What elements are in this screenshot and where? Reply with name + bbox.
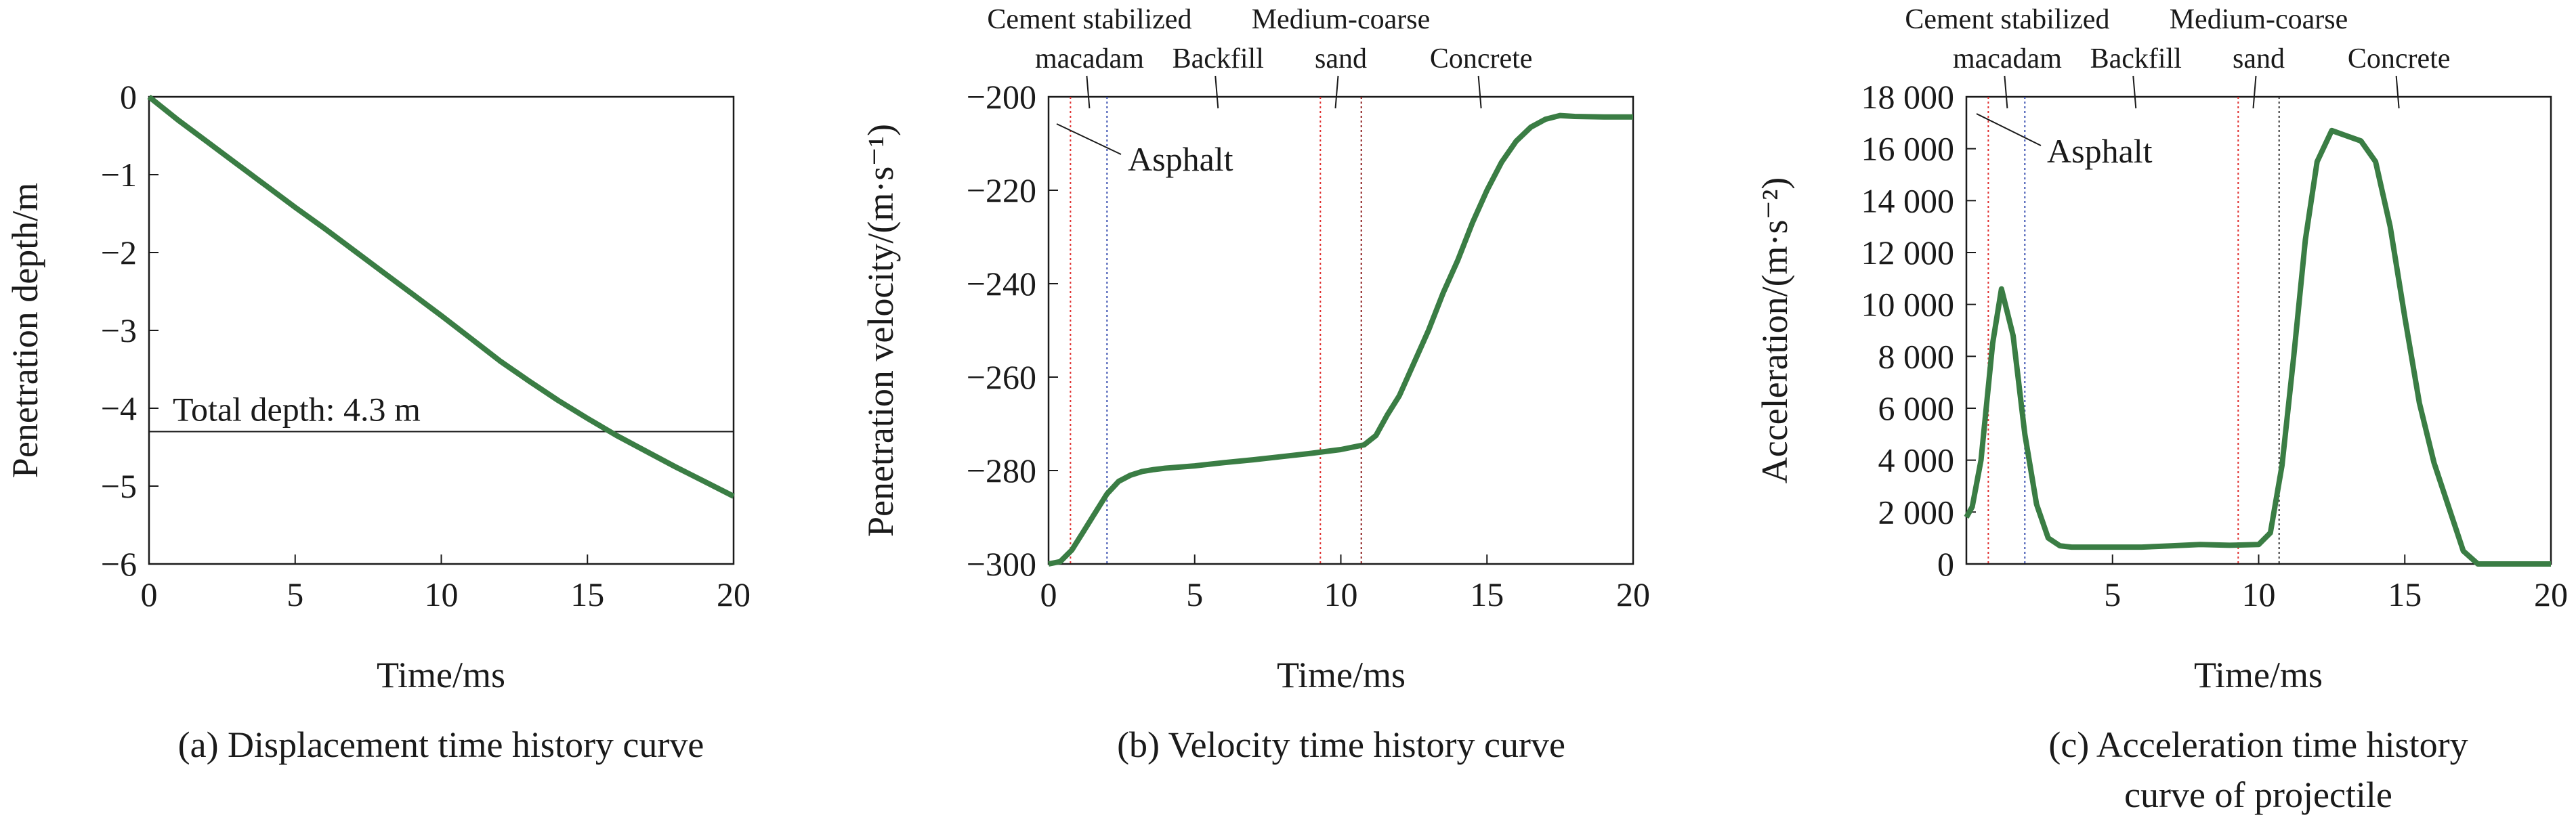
- layer-boundaries: [1987, 97, 2280, 564]
- x-tick-label: 20: [1616, 575, 1650, 613]
- material-label: sand: [2233, 43, 2285, 74]
- y-tick-label: 12 000: [1861, 234, 1955, 271]
- x-tick-label: 20: [2534, 575, 2568, 613]
- y-axis-title: Penetration velocity/(m·s⁻¹): [860, 124, 901, 537]
- tick-marks: [148, 96, 734, 565]
- acceleration-series-line: [1964, 127, 2551, 567]
- x-tick-label: 5: [2104, 575, 2121, 613]
- y-tick-label: −280: [967, 452, 1036, 489]
- velocity-series-line: [1048, 112, 1633, 567]
- x-tick-label: 0: [1040, 575, 1057, 613]
- material-label: Concrete: [2348, 43, 2451, 74]
- y-tick-label: −5: [101, 467, 137, 505]
- caption-line-1: (c) Acceleration time history: [2048, 724, 2468, 765]
- y-tick-label: −200: [967, 78, 1036, 116]
- acceleration-chart: 5 10 15 20 0 2 000 4 000 6 000 8 000 10 000 12 00…: [1754, 4, 2568, 815]
- y-tick-label: −2: [101, 234, 137, 271]
- y-tick-label: 0: [120, 78, 137, 116]
- y-tick-label: 16 000: [1861, 130, 1955, 168]
- caption-line-2: curve of projectile: [2124, 775, 2392, 815]
- x-tick-labels: 0 5 10 15 20: [141, 575, 751, 613]
- y-tick-label: 14 000: [1861, 181, 1955, 219]
- material-label-top: Medium-coarse: [1252, 4, 1431, 35]
- y-tick-label: −3: [101, 311, 137, 349]
- x-tick-label: 10: [425, 575, 459, 613]
- material-pointer: [2004, 75, 2008, 109]
- y-tick-label: −6: [101, 545, 137, 583]
- x-axis-title: Time/ms: [1277, 655, 1406, 695]
- material-label: Backfill: [2090, 43, 2182, 74]
- material-label-top: Cement stabilized: [1905, 4, 2109, 35]
- x-tick-label: 15: [1470, 575, 1504, 613]
- layer-boundaries: [1070, 97, 1362, 564]
- x-tick-label: 0: [141, 575, 158, 613]
- x-tick-label: 10: [2242, 575, 2276, 613]
- y-tick-label: −240: [967, 265, 1036, 303]
- x-axis-title: Time/ms: [377, 655, 505, 695]
- total-depth-label: Total depth: 4.3 m: [173, 391, 421, 429]
- material-pointer: [1086, 75, 1091, 109]
- caption: (b) Velocity time history curve: [1117, 724, 1565, 765]
- y-tick-labels: 0 2 000 4 000 6 000 8 000 10 000 12 000 14 000 1…: [1861, 78, 1955, 583]
- y-axis-title: Penetration depth/m: [5, 183, 45, 478]
- y-tick-label: 0: [1937, 545, 1954, 583]
- material-pointer: [2252, 75, 2257, 109]
- material-label: macadam: [1953, 43, 2062, 74]
- y-tick-label: 6 000: [1878, 389, 1955, 427]
- material-label-top: Medium-coarse: [2170, 4, 2348, 35]
- x-tick-label: 15: [570, 575, 604, 613]
- x-tick-label: 5: [1186, 575, 1203, 613]
- caption: (a) Displacement time history curve: [178, 724, 704, 765]
- x-tick-label: 10: [1324, 575, 1358, 613]
- asphalt-label: Asphalt: [1128, 140, 1233, 178]
- x-tick-label: 20: [717, 575, 751, 613]
- x-tick-label: 15: [2388, 575, 2422, 613]
- y-tick-label: −1: [101, 156, 137, 194]
- y-tick-label: 2 000: [1878, 493, 1955, 531]
- material-labels: Cement stabilized macadam Backfill Medium-c…: [1905, 4, 2451, 109]
- y-tick-label: −300: [967, 545, 1036, 583]
- x-tick-labels: 0 5 10 15 20: [1040, 575, 1651, 613]
- material-pointer: [2395, 75, 2400, 109]
- y-tick-labels: 0 −1 −2 −3 −4 −5 −6: [101, 78, 137, 583]
- x-tick-label: 5: [287, 575, 303, 613]
- y-tick-label: 10 000: [1861, 286, 1955, 324]
- material-label: macadam: [1035, 43, 1144, 74]
- y-tick-label: −220: [967, 171, 1036, 209]
- asphalt-leader: [1056, 123, 1122, 155]
- y-tick-label: −4: [101, 389, 137, 427]
- y-axis-title: Acceleration/(m·s⁻²): [1754, 177, 1795, 484]
- asphalt-leader: [1976, 113, 2042, 146]
- y-tick-label: 18 000: [1861, 78, 1955, 116]
- material-pointer: [2132, 75, 2137, 109]
- velocity-chart: 0 5 10 15 20 −200 −220 −240 −260 −280 −300 Cement…: [860, 4, 1650, 765]
- y-tick-label: 8 000: [1878, 337, 1955, 375]
- y-tick-label: 4 000: [1878, 441, 1955, 479]
- material-pointer: [1334, 75, 1339, 109]
- material-label-top: Cement stabilized: [987, 4, 1191, 35]
- material-label: Backfill: [1173, 43, 1264, 74]
- y-tick-labels: −200 −220 −240 −260 −280 −300: [967, 78, 1036, 583]
- material-labels: Cement stabilized macadam Backfill Medium-c…: [987, 4, 1533, 109]
- displacement-chart: 0 5 10 15 20 0 −1 −2 −3 −4 −5 −6 Total depth: 4.3 …: [5, 78, 751, 765]
- displacement-series-line: [147, 94, 735, 499]
- y-tick-label: −260: [967, 358, 1036, 396]
- asphalt-label: Asphalt: [2047, 132, 2153, 170]
- material-label: Concrete: [1430, 43, 1533, 74]
- x-tick-labels: 5 10 15 20: [2104, 575, 2568, 613]
- x-axis-title: Time/ms: [2194, 655, 2323, 695]
- material-pointer: [1215, 75, 1219, 109]
- material-pointer: [1477, 75, 1482, 109]
- material-label: sand: [1315, 43, 1367, 74]
